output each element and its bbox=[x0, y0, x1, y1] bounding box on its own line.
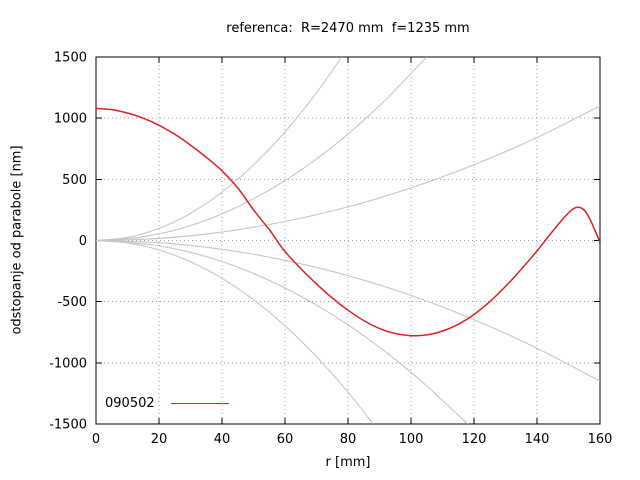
y-tick-label: -500 bbox=[57, 295, 87, 310]
reference-curve bbox=[96, 57, 428, 242]
grid-lines bbox=[96, 57, 600, 424]
x-tick-label: 140 bbox=[525, 432, 550, 447]
x-tick-label: 120 bbox=[462, 432, 487, 447]
y-tick-label: 1500 bbox=[54, 51, 87, 66]
y-tick-label: 0 bbox=[79, 234, 87, 249]
reference-curve bbox=[96, 239, 600, 382]
measurement-curve bbox=[96, 107, 600, 337]
legend-line-sample bbox=[170, 403, 229, 404]
x-tick-label: 0 bbox=[92, 432, 100, 447]
reference-curve bbox=[96, 105, 600, 242]
x-axis-label: r [mm] bbox=[325, 455, 371, 470]
x-tick-label: 60 bbox=[277, 432, 294, 447]
x-tick-label: 160 bbox=[588, 432, 613, 447]
series-curves bbox=[96, 57, 600, 424]
y-tick-label: 1000 bbox=[54, 112, 87, 127]
y-tick-label: -1000 bbox=[49, 356, 87, 371]
legend: 090502 bbox=[105, 396, 229, 411]
x-tick-label: 100 bbox=[399, 432, 424, 447]
reference-curve bbox=[96, 57, 343, 242]
x-tick-label: 20 bbox=[151, 432, 168, 447]
tick-labels: 0 20 40 60 80 100 120 140 160 -1500 -1000 -500 0 500 1… bbox=[49, 51, 612, 448]
tick-marks bbox=[95, 56, 601, 425]
reference-curve bbox=[96, 239, 469, 424]
x-tick-label: 40 bbox=[214, 432, 231, 447]
reference-curve bbox=[96, 239, 374, 424]
y-tick-label: 500 bbox=[62, 173, 87, 188]
x-tick-label: 80 bbox=[340, 432, 357, 447]
chart-title: referenca: R=2470 mm f=1235 mm bbox=[226, 21, 470, 36]
y-tick-label: -1500 bbox=[49, 418, 87, 433]
legend-label: 090502 bbox=[105, 396, 155, 411]
